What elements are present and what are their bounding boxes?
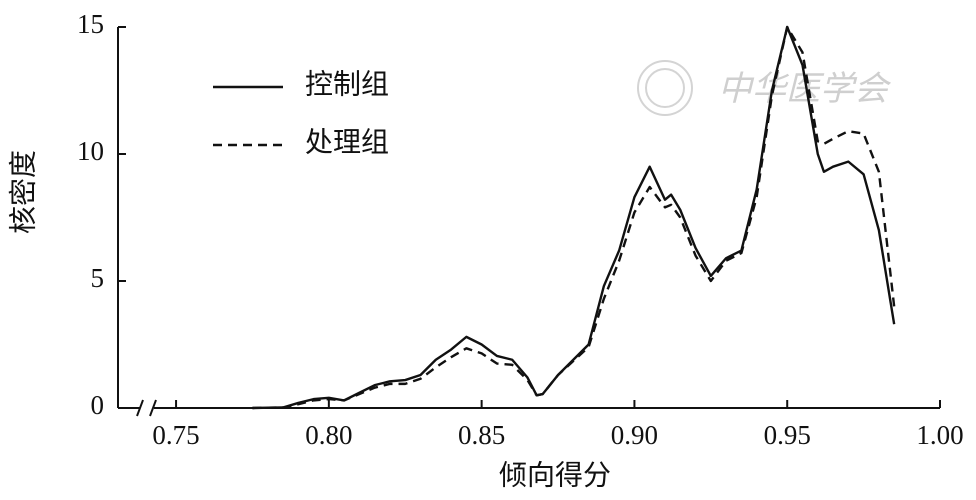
legend-label: 控制组 [305,68,389,100]
legend-label: 处理组 [305,126,389,158]
x-axis-label: 倾向得分 [499,459,611,491]
axis-break [136,399,157,417]
x-tick-label: 0.95 [764,420,811,450]
y-tick-label: 5 [91,263,105,293]
y-tick-label: 15 [77,9,104,39]
x-tick-label: 0.80 [305,420,352,450]
x-tick-label: 0.75 [152,420,199,450]
x-tick-label: 0.90 [611,420,658,450]
x-tick-label: 0.85 [458,420,505,450]
y-tick-label: 0 [91,390,105,420]
x-tick-label: 1.00 [916,420,963,450]
y-axis-label: 核密度 [7,150,39,234]
y-tick-label: 10 [77,136,104,166]
watermark-logo [637,60,693,116]
